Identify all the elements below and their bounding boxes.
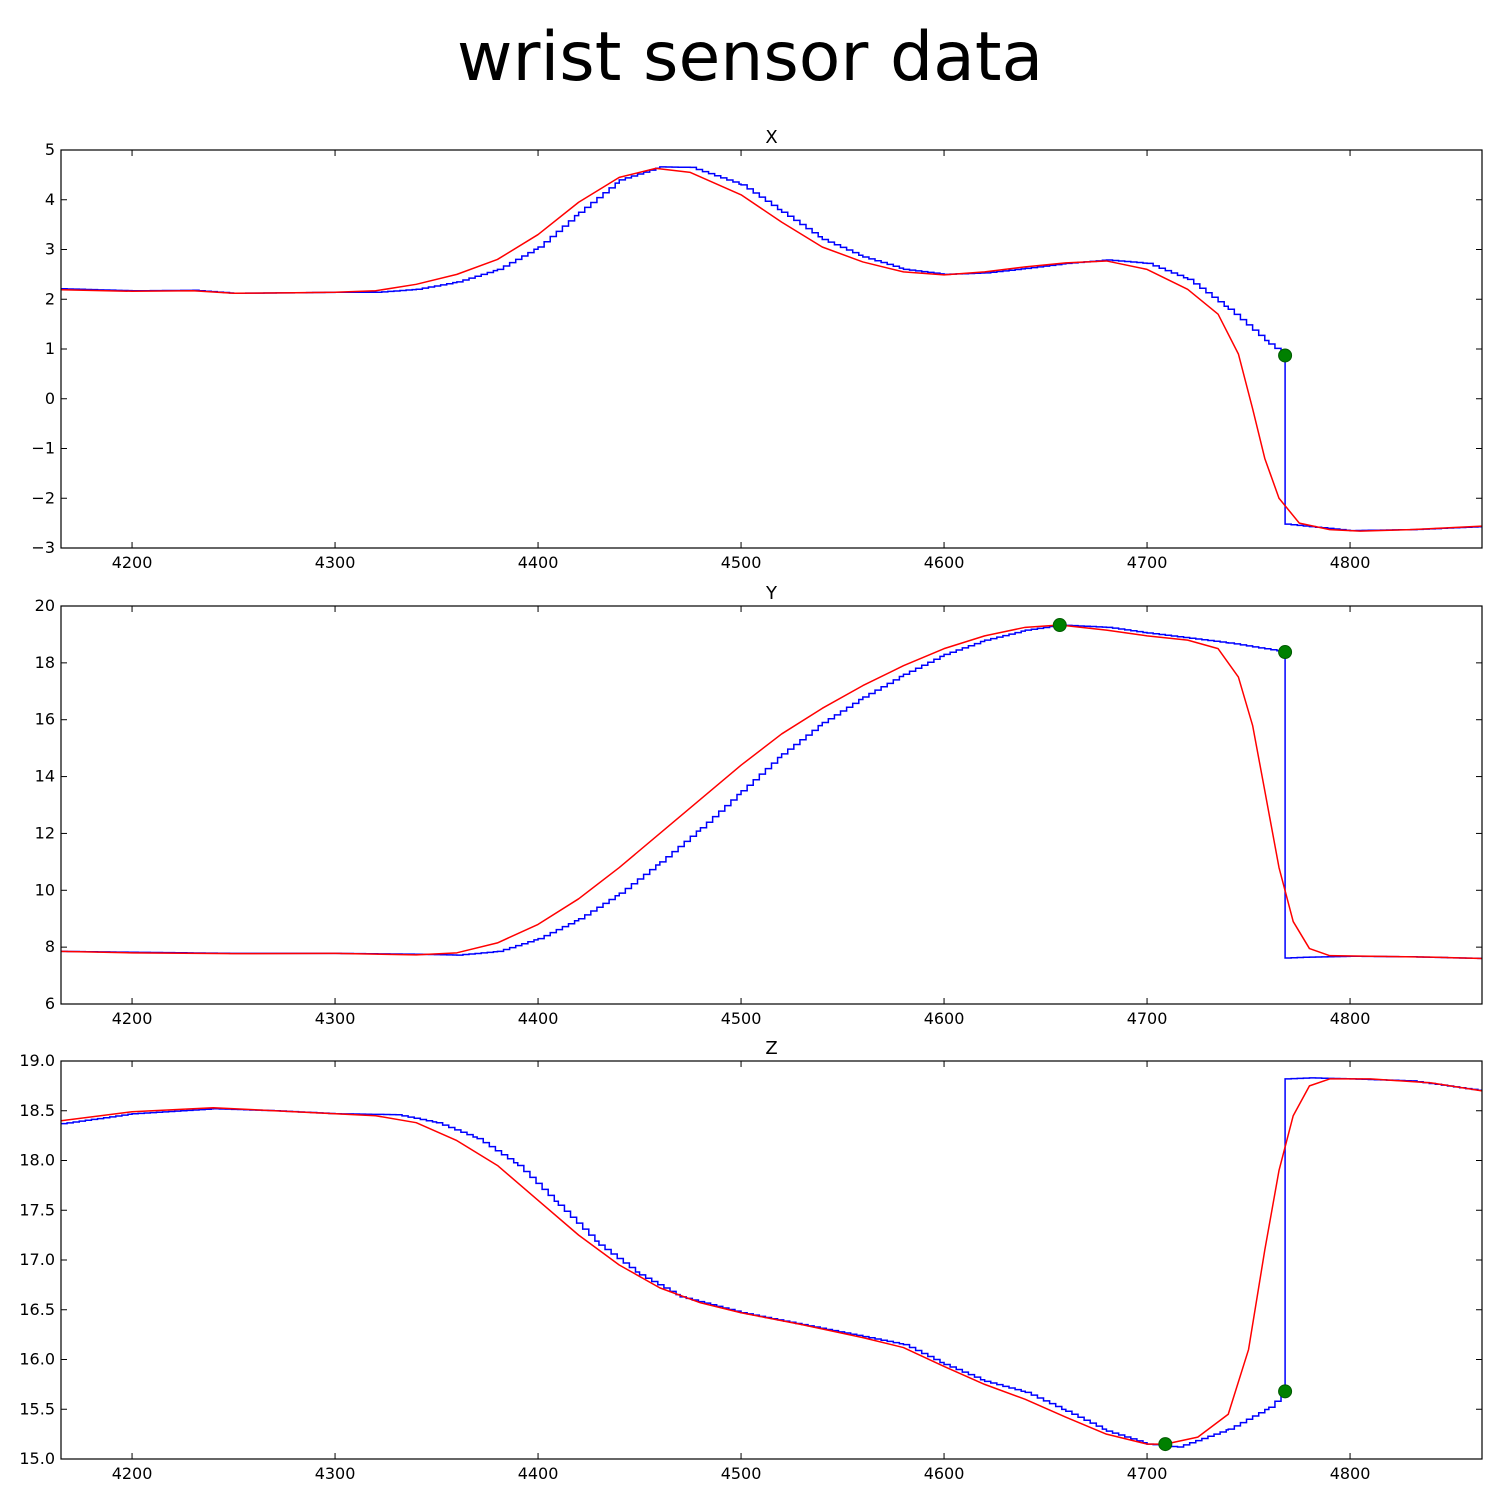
data-point-marker xyxy=(1278,348,1293,363)
x-tick-label: 4700 xyxy=(1127,553,1168,572)
x-tick-label: 4300 xyxy=(315,1464,356,1483)
y-tick-label: −1 xyxy=(31,439,55,458)
x-tick-label: 4500 xyxy=(721,1009,762,1028)
subplot-z: Z 4200 4300 4400 4500 4600 4700 4800 15.0 15.5 16.… xyxy=(19,1038,1483,1483)
y-tick-label: 16 xyxy=(35,710,55,729)
y-tick-label: 5 xyxy=(45,140,55,159)
x-tick-label: 4200 xyxy=(112,1009,153,1028)
raw-signal-line xyxy=(61,624,1482,960)
y-tick-label: 10 xyxy=(35,880,55,899)
x-tick-label: 4700 xyxy=(1127,1464,1168,1483)
x-tick-label: 4400 xyxy=(518,1464,559,1483)
y-tick-label: 15.0 xyxy=(19,1449,55,1468)
subplot-title: Z xyxy=(765,1038,777,1059)
y-tick-label: 0 xyxy=(45,389,55,408)
subplot-title: Y xyxy=(765,583,778,604)
x-tick-label: 4800 xyxy=(1330,1009,1371,1028)
data-point-marker xyxy=(1278,1384,1293,1399)
x-tick-label: 4500 xyxy=(721,553,762,572)
data-point-marker xyxy=(1052,618,1067,633)
data-point-marker xyxy=(1158,1437,1173,1452)
series-group xyxy=(61,166,1482,532)
y-tick-label: 18.5 xyxy=(19,1101,55,1120)
y-tick-label: −3 xyxy=(31,538,55,557)
series-group xyxy=(61,1077,1482,1448)
series-group xyxy=(61,624,1482,960)
x-tick-label: 4800 xyxy=(1330,553,1371,572)
y-tick-label: 2 xyxy=(45,289,55,308)
x-tick-label: 4300 xyxy=(315,553,356,572)
raw-signal-line xyxy=(61,1077,1482,1448)
figure-title: wrist sensor data xyxy=(456,18,1044,97)
axes-frame xyxy=(60,605,1483,1005)
y-tick-label: 3 xyxy=(45,240,55,259)
y-tick-label: 20 xyxy=(35,596,55,615)
axes-frame xyxy=(60,1060,1483,1460)
x-tick-label: 4500 xyxy=(721,1464,762,1483)
subplot-title: X xyxy=(765,127,777,148)
x-tick-label: 4600 xyxy=(924,553,965,572)
y-tick-label: 14 xyxy=(35,767,55,786)
subplot-x: X 4200 4300 4400 4500 4600 4700 4800 −3 −2 −1 0 1 2 3 4… xyxy=(31,127,1483,572)
x-tick-label: 4800 xyxy=(1330,1464,1371,1483)
raw-signal-line xyxy=(61,166,1482,532)
y-tick-label: 19.0 xyxy=(19,1051,55,1070)
axes-frame xyxy=(60,149,1483,549)
y-tick-label: 17.5 xyxy=(19,1200,55,1219)
smoothed-signal-line xyxy=(61,1078,1482,1445)
smoothed-signal-line xyxy=(61,167,1482,532)
y-tick-label: 4 xyxy=(45,190,55,209)
y-tick-label: 15.5 xyxy=(19,1399,55,1418)
x-tick-label: 4400 xyxy=(518,1009,559,1028)
y-tick-label: 8 xyxy=(45,937,55,956)
y-tick-label: 18.0 xyxy=(19,1151,55,1170)
y-tick-label: 12 xyxy=(35,823,55,842)
x-tick-label: 4300 xyxy=(315,1009,356,1028)
x-tick-label: 4400 xyxy=(518,553,559,572)
y-tick-label: 18 xyxy=(35,653,55,672)
y-tick-label: 16.0 xyxy=(19,1350,55,1369)
x-tick-label: 4600 xyxy=(924,1464,965,1483)
y-tick-label: 6 xyxy=(45,994,55,1013)
x-tick-label: 4700 xyxy=(1127,1009,1168,1028)
x-tick-label: 4200 xyxy=(112,553,153,572)
subplot-y: Y 4200 4300 4400 4500 4600 4700 4800 6 8 10 12 14 16 1… xyxy=(35,583,1483,1028)
x-tick-label: 4200 xyxy=(112,1464,153,1483)
y-tick-label: −2 xyxy=(31,488,55,507)
y-tick-label: 16.5 xyxy=(19,1300,55,1319)
y-tick-label: 1 xyxy=(45,339,55,358)
data-point-marker xyxy=(1278,645,1293,660)
x-tick-label: 4600 xyxy=(924,1009,965,1028)
y-tick-label: 17.0 xyxy=(19,1250,55,1269)
smoothed-signal-line xyxy=(61,624,1482,960)
